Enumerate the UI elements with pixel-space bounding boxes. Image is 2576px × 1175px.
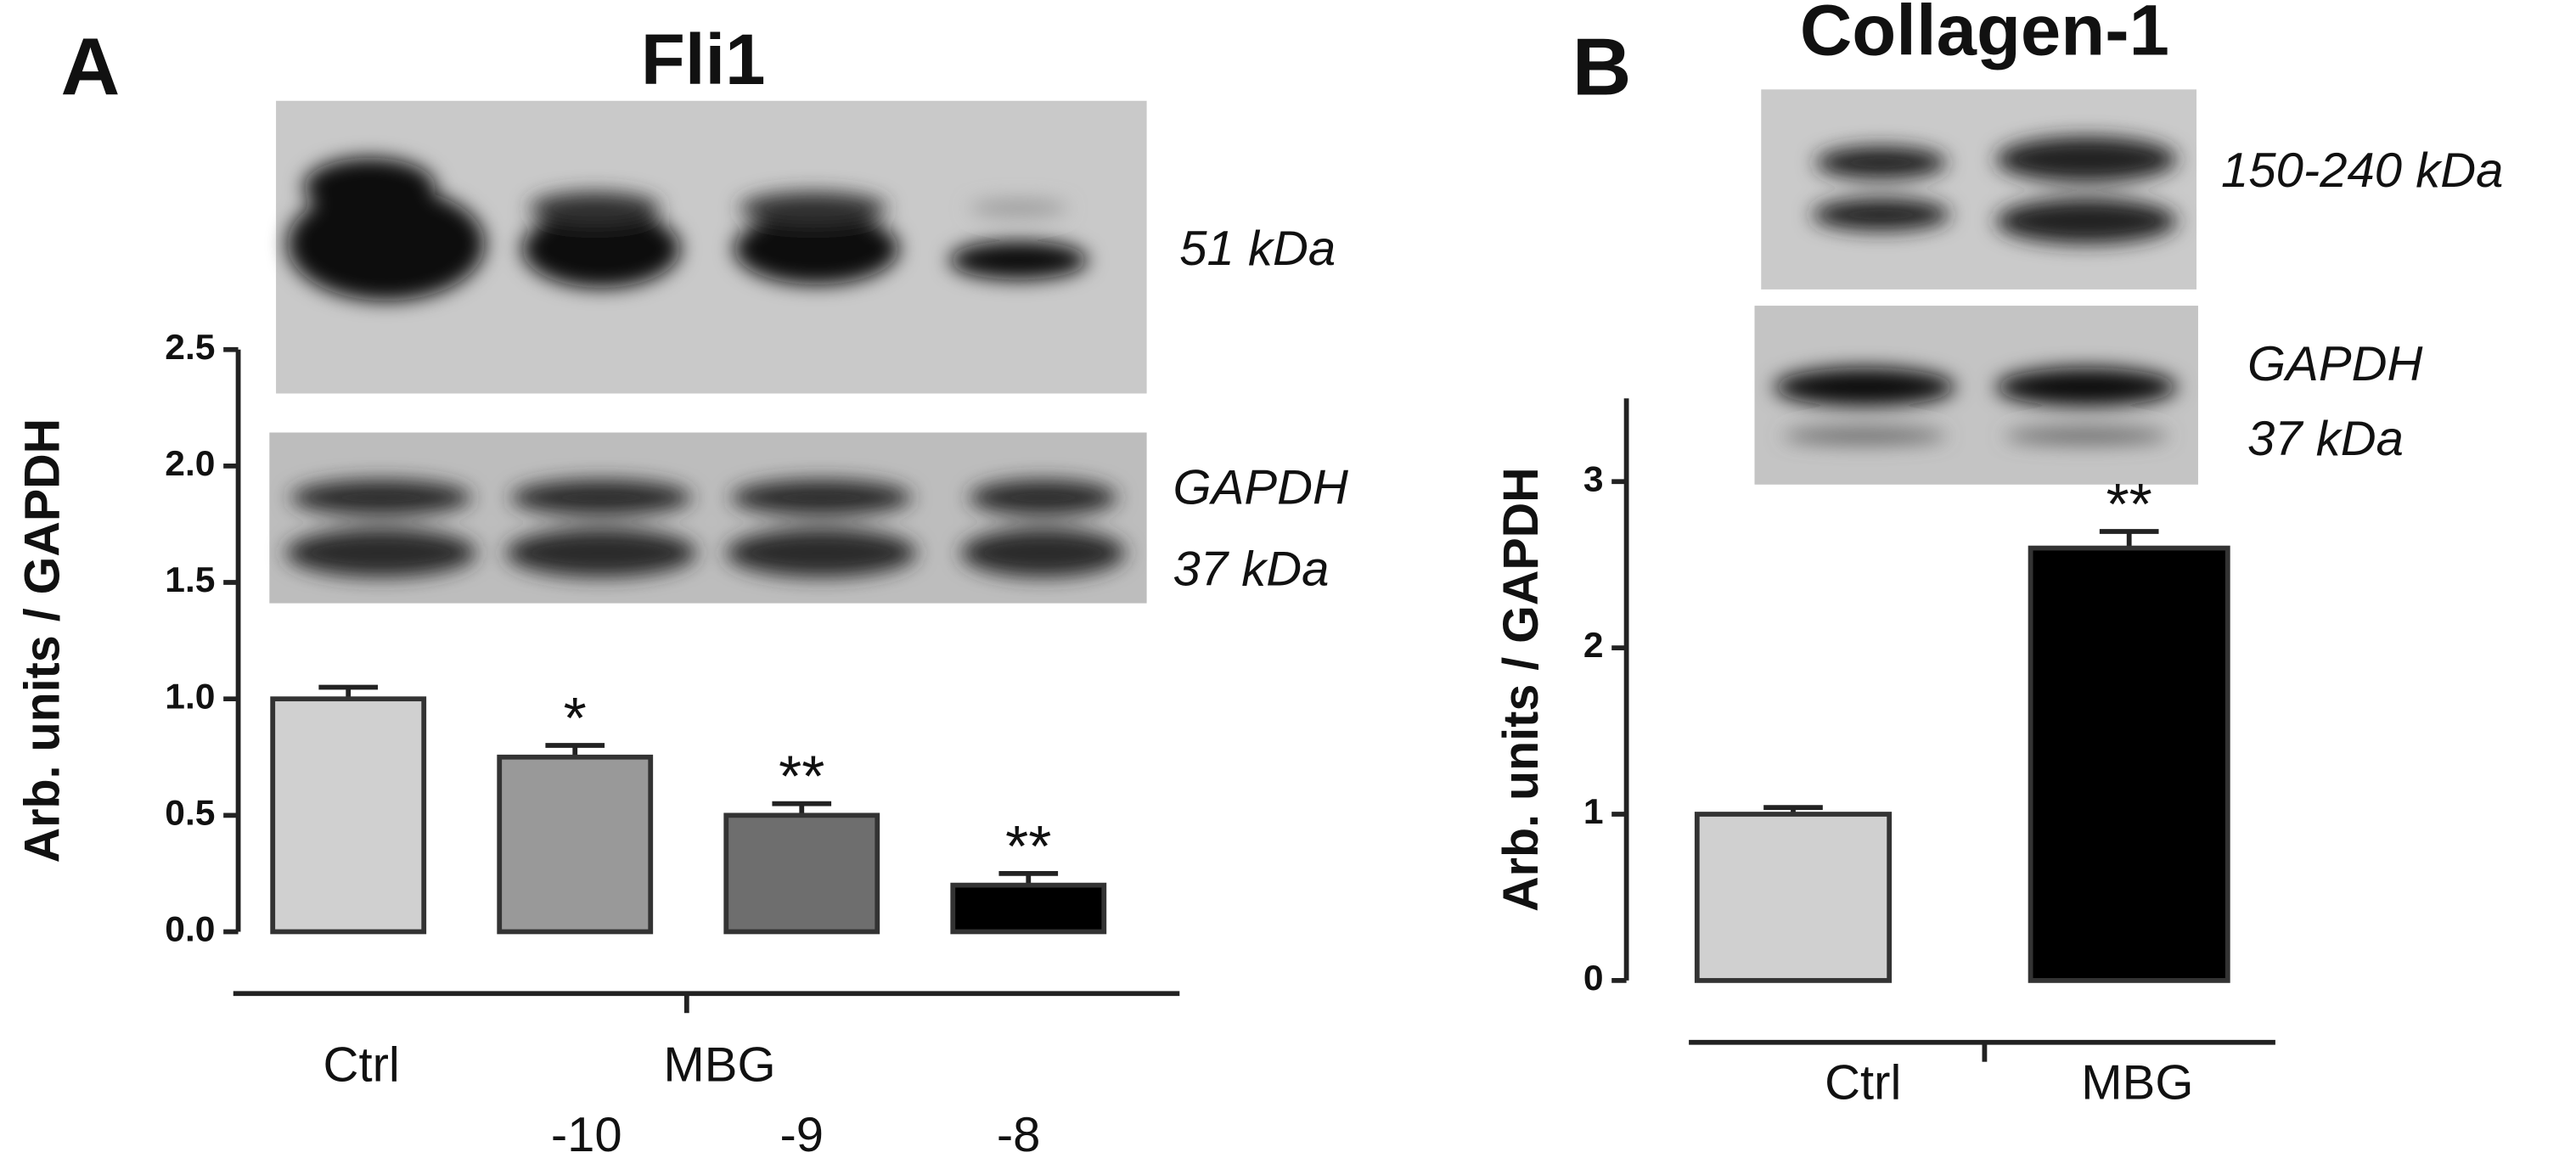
y-tick-label: 1.0 — [165, 677, 215, 717]
y-tick-label: 1 — [1583, 791, 1604, 831]
blot-gapdh-b — [1754, 306, 2198, 485]
panel-letter: B — [1572, 22, 1632, 112]
y-tick-label: 1.5 — [165, 559, 215, 599]
bar — [2028, 545, 2230, 983]
blot-label: GAPDH — [2247, 337, 2423, 391]
bar — [723, 812, 880, 935]
y-tick-label: 2.5 — [165, 327, 215, 367]
blot-label: 37 kDa — [1173, 543, 1330, 597]
x-tick-label: Ctrl — [323, 1038, 400, 1093]
significance-label: ** — [2106, 471, 2152, 537]
bar — [497, 754, 654, 935]
x-tick-label: -8 — [997, 1108, 1041, 1162]
x-tick-label: MBG — [2081, 1056, 2193, 1110]
bar — [270, 696, 427, 935]
bar — [950, 882, 1107, 935]
blot-gapdh-a — [269, 432, 1147, 604]
x-tick-label: Ctrl — [1825, 1056, 1901, 1110]
chart-title: Collagen-1 — [1800, 0, 2169, 70]
y-tick-label: 0.0 — [165, 909, 215, 949]
blot-label: 37 kDa — [2247, 412, 2404, 466]
x-tick-label: -9 — [779, 1108, 824, 1162]
y-tick-label: 3 — [1583, 459, 1604, 499]
blot-collagen — [1761, 89, 2197, 290]
y-tick-label: 0.5 — [165, 793, 215, 833]
x-tick-label: -10 — [551, 1108, 622, 1162]
blot-label: 150-240 kDa — [2221, 143, 2503, 198]
bar — [1694, 812, 1893, 983]
significance-label: ** — [1005, 813, 1051, 880]
blot-fli1 — [276, 100, 1147, 394]
group-label: MBG — [663, 1038, 775, 1093]
blot-label: 51 kDa — [1179, 222, 1336, 276]
chart-title: Fli1 — [641, 19, 766, 99]
significance-label: * — [564, 685, 587, 751]
y-tick-label: 2 — [1583, 625, 1604, 665]
y-tick-label: 2.0 — [165, 443, 215, 483]
y-axis-label: Arb. units / GAPDH — [15, 419, 70, 863]
panel-letter: A — [60, 22, 120, 112]
y-axis-label: Arb. units / GAPDH — [1494, 467, 1549, 911]
significance-label: ** — [779, 743, 824, 809]
blot-label: GAPDH — [1173, 461, 1349, 515]
y-tick-label: 0 — [1583, 958, 1604, 998]
